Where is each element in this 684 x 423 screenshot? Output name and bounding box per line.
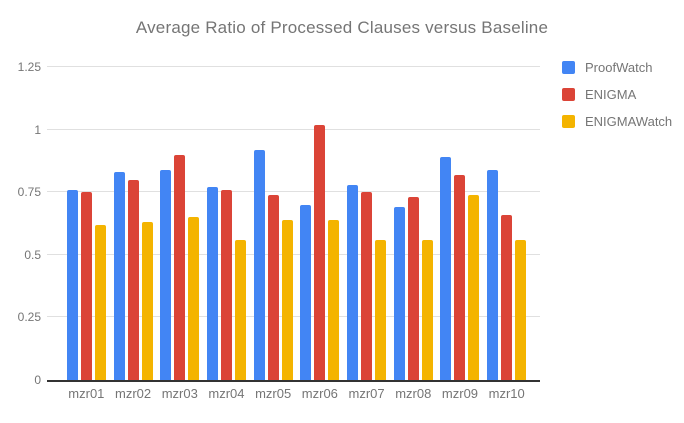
legend-item-proofwatch: ProofWatch xyxy=(562,60,672,75)
bar-proofwatch-mzr02[interactable] xyxy=(113,172,125,380)
x-axis-label-mzr10: mzr10 xyxy=(488,386,525,401)
legend-label: ProofWatch xyxy=(585,60,653,75)
legend-swatch-icon xyxy=(562,61,575,74)
x-axis-label-mzr08: mzr08 xyxy=(395,386,432,401)
x-axis-label-mzr01: mzr01 xyxy=(68,386,105,401)
bar-proofwatch-mzr07[interactable] xyxy=(347,184,359,380)
x-axis-label-mzr06: mzr06 xyxy=(301,386,338,401)
bar-enigmawatch-mzr07[interactable] xyxy=(375,239,387,380)
gridline-0.25 xyxy=(47,316,540,318)
bar-enigma-mzr08[interactable] xyxy=(407,197,419,380)
gridline-1 xyxy=(47,128,540,130)
y-axis-label: 0.25 xyxy=(17,310,41,325)
bar-enigma-mzr05[interactable] xyxy=(267,194,279,380)
gridline-0.75 xyxy=(47,191,540,193)
chart-title: Average Ratio of Processed Clauses versu… xyxy=(135,18,549,37)
legend: ProofWatch ENIGMA ENIGMAWatch xyxy=(562,60,672,129)
bar-enigmawatch-mzr01[interactable] xyxy=(94,224,106,380)
bar-group-mzr05 xyxy=(250,67,297,380)
bar-group-mzr04 xyxy=(203,67,250,380)
bar-group-mzr06 xyxy=(297,67,344,380)
bar-enigma-mzr03[interactable] xyxy=(174,154,186,380)
bar-enigma-mzr02[interactable] xyxy=(127,179,139,380)
bar-enigmawatch-mzr04[interactable] xyxy=(234,239,246,380)
x-axis-labels: mzr01 mzr02 mzr03 mzr04 mzr05 mzr06 mzr07 mzr08… xyxy=(47,386,540,401)
gridline-1.25 xyxy=(47,66,540,67)
legend-label: ENIGMAWatch xyxy=(585,114,673,129)
bar-enigmawatch-mzr10[interactable] xyxy=(515,239,527,380)
bar-enigma-mzr10[interactable] xyxy=(501,214,513,380)
bar-enigmawatch-mzr05[interactable] xyxy=(281,219,293,380)
bar-enigmawatch-mzr08[interactable] xyxy=(421,239,433,380)
bar-group-mzr01 xyxy=(63,67,110,380)
plot-area xyxy=(47,66,540,382)
bar-proofwatch-mzr05[interactable] xyxy=(253,149,265,380)
legend-item-enigmawatch: ENIGMAWatch xyxy=(562,114,672,129)
x-axis-label-mzr09: mzr09 xyxy=(441,386,479,401)
bar-proofwatch-mzr09[interactable] xyxy=(440,157,452,380)
bar-proofwatch-mzr10[interactable] xyxy=(487,169,499,380)
x-axis-label-mzr05: mzr05 xyxy=(255,386,292,401)
y-axis-label: 0.5 xyxy=(24,247,41,262)
bar-proofwatch-mzr01[interactable] xyxy=(66,189,78,380)
gridline-0.5 xyxy=(47,253,540,255)
bar-enigma-mzr09[interactable] xyxy=(454,174,466,380)
bar-group-mzr02 xyxy=(110,67,157,380)
bar-proofwatch-mzr03[interactable] xyxy=(160,169,172,380)
bar-group-mzr03 xyxy=(156,67,203,380)
bar-enigma-mzr06[interactable] xyxy=(314,124,326,380)
bar-enigmawatch-mzr02[interactable] xyxy=(141,222,153,380)
bar-enigma-mzr01[interactable] xyxy=(80,192,92,380)
legend-item-enigma: ENIGMA xyxy=(562,87,672,102)
bar-proofwatch-mzr06[interactable] xyxy=(300,204,312,380)
bar-group-mzr09 xyxy=(437,67,484,380)
legend-swatch-icon xyxy=(562,115,575,128)
bar-enigma-mzr04[interactable] xyxy=(220,189,232,380)
bar-enigma-mzr07[interactable] xyxy=(361,192,373,380)
bar-enigmawatch-mzr06[interactable] xyxy=(328,219,340,380)
x-axis-label-mzr02: mzr02 xyxy=(114,386,152,401)
x-axis-label-mzr03: mzr03 xyxy=(161,386,198,401)
y-axis-label: 0 xyxy=(34,373,41,387)
x-axis-label-mzr04: mzr04 xyxy=(208,386,245,401)
bar-proofwatch-mzr08[interactable] xyxy=(393,207,405,380)
y-axis-label: 0.75 xyxy=(17,185,41,200)
bar-enigmawatch-mzr09[interactable] xyxy=(468,194,480,380)
legend-label: ENIGMA xyxy=(585,87,637,102)
bars-row xyxy=(47,67,540,380)
y-axis-label: 1.25 xyxy=(17,60,41,74)
legend-swatch-icon xyxy=(562,88,575,101)
bar-group-mzr10 xyxy=(483,67,530,380)
bar-enigmawatch-mzr03[interactable] xyxy=(188,217,200,380)
bar-group-mzr08 xyxy=(390,67,437,380)
bar-proofwatch-mzr04[interactable] xyxy=(206,187,218,380)
bar-group-mzr07 xyxy=(343,67,390,380)
y-axis-label: 1 xyxy=(34,122,41,137)
x-axis-label-mzr07: mzr07 xyxy=(348,386,385,401)
